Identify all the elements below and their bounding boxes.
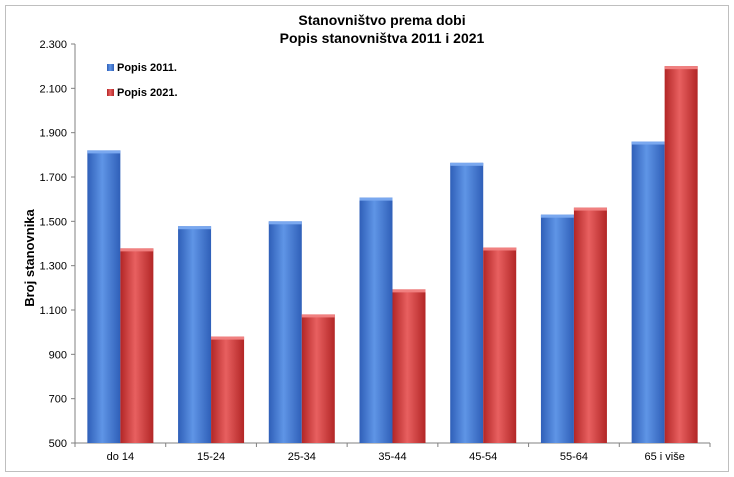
y-tick-label: 1.500 <box>39 216 67 228</box>
bar-top-highlight <box>301 314 335 318</box>
x-tick-label: 45-54 <box>469 451 497 463</box>
bar-2021 <box>664 66 698 444</box>
x-tick-label: 35-44 <box>378 451 406 463</box>
bar-2011 <box>87 150 121 443</box>
bar-top-highlight <box>268 221 302 225</box>
y-tick-label: 1.100 <box>39 305 67 317</box>
legend-swatch-2021 <box>107 89 114 96</box>
legend: Popis 2011. Popis 2021. <box>107 62 178 99</box>
bar-top-highlight <box>120 248 154 252</box>
bar-top-highlight <box>178 226 212 230</box>
bar-2011 <box>359 197 393 443</box>
bar-top-highlight <box>573 207 607 211</box>
bar-2021 <box>573 207 607 443</box>
bar-2011 <box>631 141 665 444</box>
y-tick-label: 1.900 <box>39 128 67 140</box>
bar-2011 <box>450 162 484 443</box>
legend-label-2011: Popis 2011. <box>117 62 177 74</box>
chart-title-line-1: Stanovništvo prema dobi <box>298 12 465 28</box>
bar-top-highlight <box>540 214 574 218</box>
bar-2021 <box>211 336 245 443</box>
bar-top-highlight <box>211 336 245 340</box>
x-tick-label: 55-64 <box>560 451 588 463</box>
x-tick-label: 65 i više <box>644 451 684 463</box>
bar-2021 <box>120 248 154 443</box>
y-axis-label: Broj stanovnika <box>22 208 37 306</box>
y-tick-label: 1.300 <box>39 261 67 273</box>
bars-group <box>87 66 698 444</box>
y-tick-label: 500 <box>49 438 67 450</box>
bar-top-highlight <box>392 289 426 293</box>
x-tick-label: do 14 <box>107 451 135 463</box>
bar-2011 <box>268 221 302 443</box>
legend-swatch-2011 <box>107 64 114 71</box>
x-tick-label: 15-24 <box>197 451 225 463</box>
bar-top-highlight <box>359 197 393 201</box>
bar-top-highlight <box>664 66 698 70</box>
chart-title-line-2: Popis stanovništva 2011 i 2021 <box>280 30 485 46</box>
x-tick-label: 25-34 <box>288 451 316 463</box>
bar-top-highlight <box>483 247 517 251</box>
bar-2021 <box>392 289 426 443</box>
legend-label-2021: Popis 2021. <box>117 87 178 99</box>
bar-2021 <box>301 314 335 443</box>
y-tick-label: 1.700 <box>39 172 67 184</box>
bar-2021 <box>483 247 517 443</box>
bar-2011 <box>540 214 574 443</box>
y-tick-label: 2.300 <box>39 39 67 51</box>
bar-2011 <box>178 226 212 443</box>
y-tick-label: 900 <box>49 349 67 361</box>
bar-top-highlight <box>87 150 121 154</box>
y-tick-label: 700 <box>49 394 67 406</box>
y-tick-label: 2.100 <box>39 83 67 95</box>
bar-top-highlight <box>631 141 665 145</box>
bar-top-highlight <box>450 162 484 166</box>
